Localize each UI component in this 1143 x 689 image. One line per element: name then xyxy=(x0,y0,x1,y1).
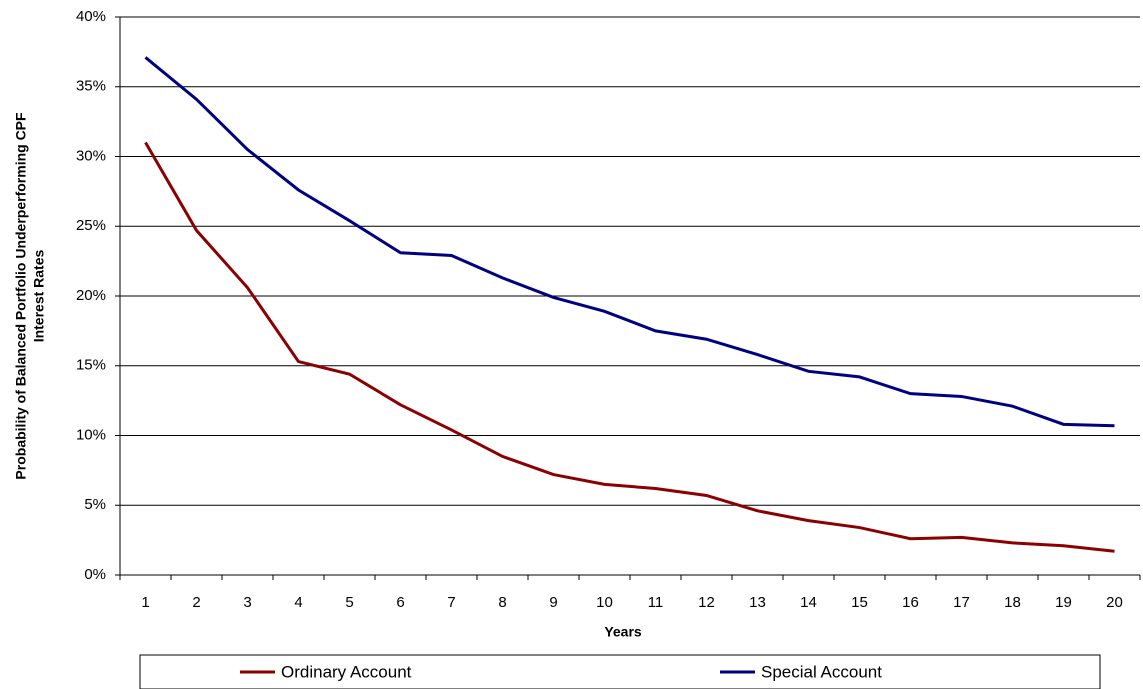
x-tick-label: 15 xyxy=(851,594,868,611)
x-tick-label: 4 xyxy=(294,594,302,611)
x-tick-label: 20 xyxy=(1106,594,1123,611)
x-tick-label: 5 xyxy=(345,594,353,611)
x-tick-label: 2 xyxy=(192,594,200,611)
y-tick-label: 30% xyxy=(76,147,106,164)
x-tick-label: 19 xyxy=(1055,594,1072,611)
y-tick-label: 35% xyxy=(76,78,106,95)
x-tick-label: 8 xyxy=(498,594,506,611)
legend-box xyxy=(139,654,1101,689)
y-tick-label: 40% xyxy=(76,8,106,25)
legend-label: Ordinary Account xyxy=(281,662,412,681)
x-tick-label: 9 xyxy=(549,594,557,611)
x-tick-label: 17 xyxy=(953,594,970,611)
y-tick-label: 25% xyxy=(76,217,106,234)
y-axis-label: Interest Rates xyxy=(31,249,47,342)
series-line xyxy=(144,141,1115,553)
y-tick-label: 15% xyxy=(76,357,106,374)
x-tick-label: 12 xyxy=(698,594,715,611)
x-tick-label: 1 xyxy=(141,594,149,611)
x-tick-label: 10 xyxy=(596,594,613,611)
y-tick-label: 5% xyxy=(84,496,106,513)
y-tick-label: 0% xyxy=(84,566,106,583)
x-tick-label: 11 xyxy=(648,594,664,611)
x-tick-label: 16 xyxy=(902,594,919,611)
x-tick-label: 7 xyxy=(447,594,455,611)
x-tick-label: 13 xyxy=(749,594,766,611)
x-tick-label: 18 xyxy=(1004,594,1021,611)
x-axis-label: Years xyxy=(604,624,642,640)
x-tick-label: 6 xyxy=(396,594,404,611)
y-axis-label: Probability of Balanced Portfolio Underp… xyxy=(13,112,29,480)
x-tick-label: 14 xyxy=(800,594,817,611)
y-tick-label: 20% xyxy=(76,287,106,304)
y-tick-label: 10% xyxy=(76,426,106,443)
series-line xyxy=(144,56,1115,428)
x-tick-label: 3 xyxy=(243,594,251,611)
legend-label: Special Account xyxy=(761,662,882,681)
